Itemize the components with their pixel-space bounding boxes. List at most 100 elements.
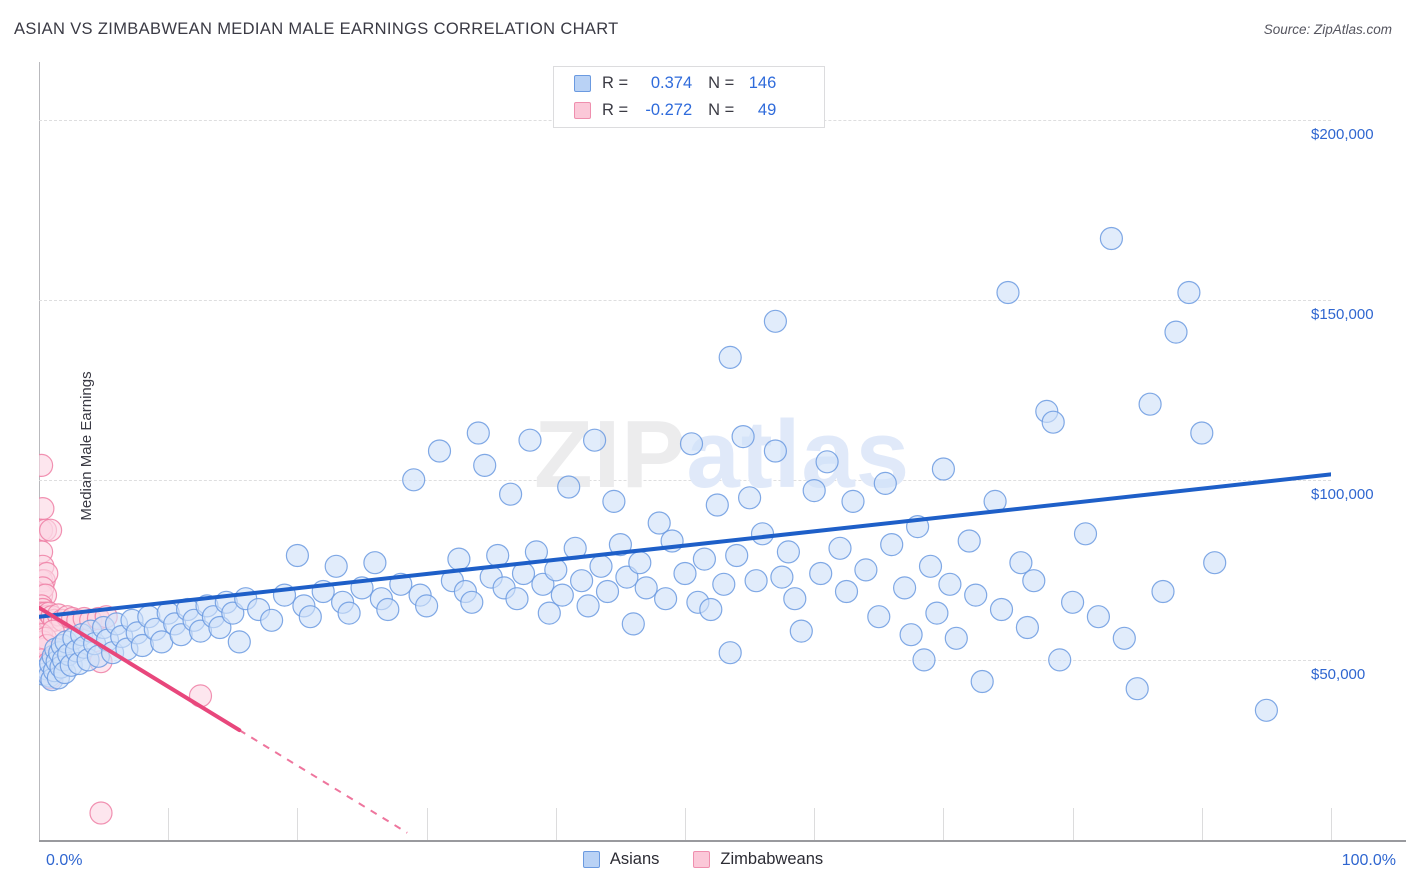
data-point — [737, 486, 762, 510]
data-point — [39, 518, 63, 542]
data-point — [227, 630, 251, 654]
series-swatch-pink — [574, 102, 591, 119]
data-point — [731, 425, 755, 449]
x-axis-tick — [1331, 808, 1332, 840]
data-point — [867, 605, 891, 629]
scatter-plot — [39, 226, 1331, 834]
y-axis-line — [39, 62, 40, 840]
data-point — [989, 597, 1014, 622]
gridline — [39, 299, 1331, 301]
data-point — [621, 612, 645, 636]
data-point — [809, 561, 833, 586]
x-axis-tick — [943, 808, 945, 840]
r-label: R = — [602, 101, 629, 119]
y-axis-tick-label: $150,000 — [1311, 305, 1374, 323]
data-point — [486, 543, 510, 568]
data-point — [466, 421, 490, 445]
data-point — [1203, 551, 1227, 575]
data-point — [918, 554, 943, 578]
data-point — [557, 475, 581, 499]
data-point — [376, 597, 400, 622]
n-value: 146 — [748, 74, 777, 92]
data-point — [938, 572, 962, 596]
data-point — [285, 543, 309, 568]
series-legend-label: Asians — [609, 850, 660, 868]
data-point — [834, 579, 859, 604]
data-point — [1177, 280, 1201, 305]
y-axis-tick-label: $100,000 — [1311, 485, 1374, 503]
trend-line-zimbabweans — [39, 605, 242, 733]
x-axis-tick — [555, 808, 557, 840]
data-point — [39, 453, 54, 477]
data-point — [460, 590, 484, 614]
x-axis-line — [39, 840, 1406, 842]
trend-line-asians — [39, 472, 1331, 619]
data-point — [880, 533, 904, 557]
data-point — [39, 497, 55, 521]
n-label: N = — [708, 74, 735, 92]
source-attribution: Source: ZipAtlas.com — [1263, 22, 1392, 37]
data-point — [653, 587, 678, 611]
data-point — [589, 554, 613, 578]
data-point — [602, 489, 626, 513]
data-point — [260, 608, 284, 632]
x-axis-tick — [685, 808, 686, 840]
data-point — [518, 428, 542, 452]
series-legend-swatch — [693, 851, 711, 868]
data-point — [1125, 677, 1149, 701]
data-point — [537, 601, 561, 625]
data-point — [427, 439, 452, 463]
data-point — [964, 583, 988, 607]
data-point — [402, 468, 426, 492]
r-value: -0.272 — [645, 101, 693, 119]
data-point — [569, 569, 594, 593]
data-point — [473, 453, 497, 477]
data-point — [718, 641, 742, 665]
n-label: N = — [708, 101, 735, 119]
data-point — [718, 345, 742, 369]
x-axis-tick — [297, 808, 299, 840]
data-point — [499, 482, 523, 506]
series-legend-label: Zimbabweans — [720, 850, 824, 868]
x-axis-tick — [1072, 808, 1074, 840]
r-value: 0.374 — [650, 74, 693, 92]
series-legend-item-zimbabweans[interactable]: Zimbabweans — [693, 850, 823, 869]
series-legend: Asians Zimbabweans — [0, 850, 1406, 869]
data-point — [634, 576, 658, 600]
data-point — [324, 554, 348, 578]
data-point — [841, 489, 865, 513]
data-point — [692, 547, 717, 571]
trend-line-extension-zimbabweans — [238, 729, 408, 834]
data-point — [931, 457, 956, 481]
stats-row: R = 0.374 N = 146 — [574, 70, 824, 97]
data-point — [892, 576, 917, 600]
data-point — [1112, 626, 1136, 650]
y-axis-tick-label: $50,000 — [1311, 665, 1366, 683]
data-point — [298, 605, 322, 629]
data-point — [912, 648, 936, 672]
data-point — [776, 540, 801, 564]
series-legend-item-asians[interactable]: Asians — [582, 850, 660, 869]
page-title: ASIAN VS ZIMBABWEAN MEDIAN MALE EARNINGS… — [14, 20, 619, 38]
data-point — [944, 626, 968, 650]
data-point — [337, 601, 361, 625]
data-point — [699, 597, 723, 622]
data-point — [712, 572, 736, 596]
data-point — [576, 594, 600, 618]
data-point — [550, 583, 574, 607]
data-point — [647, 511, 671, 535]
y-axis-tick-label: $200,000 — [1311, 125, 1374, 143]
series-legend-swatch — [582, 851, 600, 868]
data-point — [1138, 392, 1162, 416]
n-value: 49 — [757, 101, 777, 119]
data-point — [802, 479, 826, 503]
x-axis-tick — [168, 808, 170, 840]
data-point — [1099, 226, 1124, 251]
data-point — [763, 309, 788, 333]
data-point — [705, 493, 729, 517]
gridline — [39, 479, 1331, 481]
data-point — [415, 594, 439, 618]
data-point — [970, 669, 994, 694]
data-point — [628, 551, 652, 575]
data-point — [447, 547, 471, 571]
